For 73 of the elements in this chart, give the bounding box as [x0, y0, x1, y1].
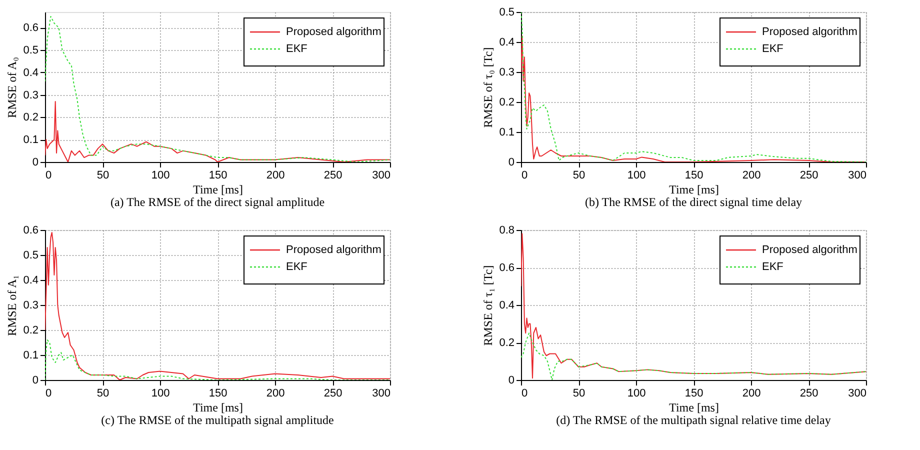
text: (c) The RMSE of the multipath signal amplitude: [101, 413, 334, 427]
x-axis-title: Time [ms]: [193, 400, 243, 414]
x-tick-label: 100: [627, 388, 646, 400]
x-tick-label: 0: [522, 170, 528, 182]
y-tick-label: 0.6: [23, 224, 38, 236]
y-tick-label: 0: [32, 156, 38, 168]
legend-label: EKF: [762, 261, 784, 273]
legend-label: Proposed algorithm: [762, 26, 858, 38]
x-tick-label: 100: [151, 170, 170, 182]
legend-label: Proposed algorithm: [286, 244, 382, 256]
text: (a) The RMSE of the direct signal amplitude: [110, 195, 325, 209]
x-tick-label: 300: [372, 388, 390, 400]
y-axis-title: RMSE of A₀: [5, 57, 20, 118]
x-tick-label: 250: [800, 170, 818, 182]
text: (d) The RMSE of the multipath signal relative time delay: [556, 413, 831, 427]
x-tick-label: 0: [46, 170, 52, 182]
y-tick-label: 0.6: [23, 22, 38, 34]
y-tick-label: 0: [32, 374, 38, 386]
x-tick-label: 250: [324, 170, 342, 182]
x-tick-label: 200: [742, 170, 761, 182]
text: (b) The RMSE of the direct signal time delay: [584, 195, 802, 209]
x-tick-label: 150: [684, 388, 704, 400]
y-tick-label: 0.8: [499, 224, 514, 236]
y-tick-label: 0.2: [499, 337, 514, 349]
x-tick-label: 250: [800, 388, 818, 400]
y-tick-label: 0.4: [499, 36, 514, 48]
x-tick-label: 150: [208, 388, 228, 400]
x-tick-label: 300: [848, 170, 866, 182]
x-tick-label: 50: [96, 388, 110, 400]
x-tick-label: 200: [266, 388, 285, 400]
y-tick-label: 0.2: [23, 324, 38, 336]
y-tick-label: 0.3: [23, 300, 38, 312]
y-tick-label: 0.6: [499, 262, 514, 274]
x-tick-label: 100: [627, 170, 646, 182]
x-axis-title: Time [ms]: [669, 400, 719, 414]
legend-label: EKF: [762, 43, 784, 55]
x-tick-label: 250: [324, 388, 342, 400]
y-axis-title: RMSE of τ₁ [Tc]: [481, 265, 496, 346]
x-tick-label: 0: [522, 388, 528, 400]
y-tick-label: 0.2: [23, 112, 38, 124]
x-tick-label: 50: [572, 388, 586, 400]
y-axis-title: RMSE of A₁: [5, 275, 20, 336]
y-tick-label: 0.3: [23, 89, 38, 102]
y-tick-label: 0.5: [23, 250, 38, 262]
y-tick-label: 0.1: [23, 350, 38, 362]
x-tick-label: 150: [208, 170, 228, 182]
y-tick-label: 0.5: [23, 44, 38, 57]
x-tick-label: 150: [684, 170, 704, 182]
y-axis-title: RMSE of τ₀ [Tc]: [481, 47, 496, 128]
x-tick-label: 200: [266, 170, 285, 182]
legend-label: Proposed algorithm: [286, 26, 382, 38]
y-tick-label: 0: [508, 374, 514, 386]
legend-label: Proposed algorithm: [762, 244, 858, 256]
legend-label: EKF: [286, 261, 308, 273]
y-tick-label: 0.4: [23, 274, 38, 286]
y-tick-label: 0.4: [499, 300, 514, 312]
x-tick-label: 0: [46, 388, 52, 400]
y-tick-label: 0.4: [23, 66, 38, 79]
y-tick-label: 0.3: [499, 66, 514, 78]
x-tick-label: 200: [742, 388, 761, 400]
x-tick-label: 50: [572, 170, 586, 182]
x-tick-label: 100: [151, 388, 170, 400]
y-tick-label: 0.5: [499, 6, 514, 18]
x-tick-label: 50: [96, 170, 110, 182]
x-axis-title: Time [ms]: [193, 182, 243, 196]
x-axis-title: Time [ms]: [669, 182, 719, 196]
y-tick-label: 0: [508, 156, 514, 168]
y-tick-label: 0.2: [499, 96, 514, 108]
y-tick-label: 0.1: [23, 134, 38, 146]
x-tick-label: 300: [372, 170, 390, 182]
legend-label: EKF: [286, 43, 308, 55]
x-tick-label: 300: [848, 388, 866, 400]
y-tick-label: 0.1: [499, 126, 514, 138]
